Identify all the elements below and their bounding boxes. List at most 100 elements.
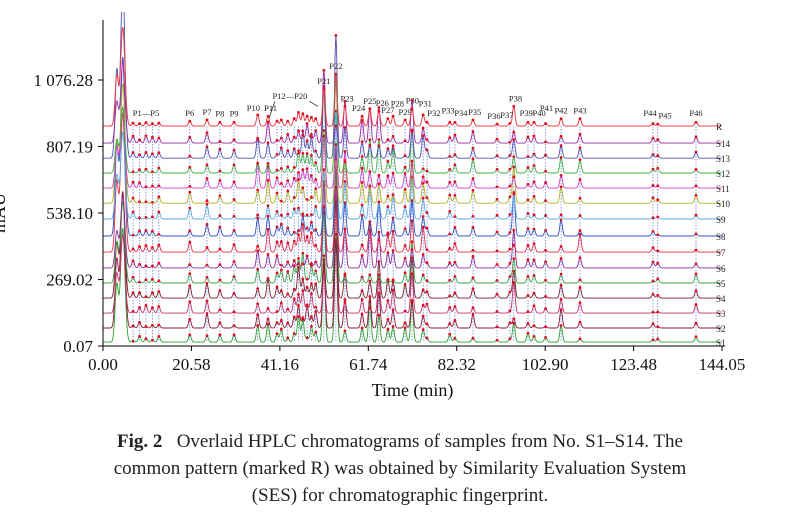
peak-marker-S1-P24 [360, 326, 364, 330]
peak-marker-S9-P36 [495, 213, 499, 217]
peak-marker-S6-P11 [266, 253, 270, 256]
peak-label: P36 [487, 111, 500, 121]
peak-marker-S3-P30 [410, 272, 414, 276]
peak-marker-S7-P22 [334, 185, 338, 189]
peak-marker-S4-P5 [157, 290, 161, 293]
peak-marker-S14-P27 [386, 138, 390, 142]
peak-marker-S2-P11 [266, 317, 270, 321]
series-line-S4 [103, 191, 722, 299]
x-axis-label: Time (min) [372, 380, 454, 401]
peak-marker-S5-P43 [578, 278, 582, 282]
peak-marker-S9-P27 [386, 205, 390, 209]
peak-marker-S9-P35 [471, 214, 475, 218]
peak-marker-S6-P17 [301, 262, 305, 266]
peak-marker-S2-P17 [301, 316, 305, 320]
peak-marker-R-P13 [279, 118, 283, 122]
peak-marker-S2-P36 [495, 325, 499, 329]
peak-marker-S2-P44 [651, 322, 655, 326]
peak-marker-S14-P9 [232, 138, 236, 142]
peak-marker-S8-P31 [421, 215, 425, 218]
peak-marker-S9-P18 [305, 213, 309, 217]
peak-marker-S11-P35 [471, 177, 475, 180]
peak-label: P30 [406, 95, 419, 105]
peak-marker-S5-P45 [656, 277, 660, 281]
peak-marker-S2-P27 [386, 317, 390, 321]
peak-marker-S12-P13 [279, 166, 283, 170]
peak-marker-S9-P22 [334, 109, 338, 113]
x-tick-label: 123.48 [610, 355, 657, 374]
peak-label: P28 [391, 98, 404, 108]
series-line-S2 [103, 192, 722, 329]
peak-marker-S7-P32 [425, 248, 429, 252]
peak-marker-S13-P16 [297, 151, 300, 155]
peak-marker-S5-P16 [297, 256, 300, 260]
peak-marker-S11-P33 [448, 180, 452, 184]
peak-marker-S3-P40 [532, 304, 536, 308]
peak-marker-S3-P39 [526, 310, 530, 314]
peak-marker-S2-P6 [188, 317, 192, 321]
peak-marker-S13-P18 [305, 139, 309, 143]
peak-marker-S14-P34 [453, 133, 457, 137]
peak-marker-S4-P45 [656, 293, 660, 297]
peak-marker-S12-P7 [205, 163, 209, 167]
peak-marker-S12-P20 [314, 161, 318, 165]
peak-marker-S9-P4 [151, 215, 154, 219]
peak-marker-S1-P23 [343, 329, 347, 333]
x-tick-label: 20.58 [172, 355, 210, 374]
peak-marker-S10-P20 [314, 187, 318, 190]
peak-marker-S7-P46 [694, 248, 698, 252]
peak-marker-R-P37 [508, 121, 512, 125]
peak-marker-S12-P15 [292, 166, 296, 169]
peak-marker-S3-P15 [292, 297, 296, 301]
x-tick-label: 102.90 [522, 355, 569, 374]
peak-marker-S9-P29 [403, 205, 407, 209]
peak-marker-S7-P10 [256, 244, 260, 248]
peak-marker-S8-P20 [314, 228, 318, 232]
peak-marker-S2-P37 [508, 321, 512, 325]
peak-marker-S2-P42 [559, 308, 563, 311]
peak-marker-S2-P3 [144, 325, 148, 328]
peak-marker-S10-P43 [578, 196, 582, 200]
peak-marker-S4-P8 [218, 289, 222, 293]
peak-marker-S9-P32 [425, 211, 429, 215]
peak-marker-S5-P4 [151, 277, 154, 281]
peak-marker-S1-P32 [425, 336, 429, 340]
peak-marker-S7-P41 [544, 249, 548, 252]
series-line-S3 [103, 195, 722, 314]
peak-marker-S3-P41 [544, 307, 548, 310]
peak-marker-S5-P34 [453, 274, 457, 278]
peak-marker-S12-P10 [256, 161, 260, 165]
peak-marker-R-P23 [343, 104, 347, 108]
peak-marker-S14-P40 [532, 134, 536, 138]
peak-marker-S13-P5 [157, 151, 161, 155]
peak-marker-S5-P18 [305, 277, 309, 281]
peak-marker-S10-P39 [526, 198, 530, 202]
series-line-S11 [103, 105, 722, 189]
peak-marker-S10-P37 [508, 195, 512, 199]
peak-label: P6 [185, 108, 194, 118]
peak-marker-S5-P44 [651, 279, 655, 283]
peak-marker-S13-P9 [232, 148, 236, 152]
peak-marker-S8-P12 [275, 225, 279, 229]
peak-marker-S9-P34 [453, 215, 457, 218]
peak-label: P43 [573, 106, 586, 116]
peak-marker-S12-P23 [343, 160, 347, 164]
peak-marker-S1-P29 [403, 326, 407, 330]
peak-marker-S9-P11 [266, 204, 270, 208]
peak-label: P12—P20 [272, 91, 307, 101]
peak-label-leader-p12-p20 [309, 101, 319, 107]
peak-marker-S11-P23 [343, 150, 347, 153]
peak-marker-S14-P33 [448, 136, 452, 140]
peak-marker-S5-P1 [131, 275, 135, 279]
peak-marker-S4-P43 [578, 285, 582, 289]
peak-marker-S10-P8 [218, 194, 222, 198]
peak-marker-S9-P13 [279, 213, 283, 217]
peak-marker-S1-P36 [495, 338, 499, 342]
peak-marker-S9-P38 [512, 192, 516, 196]
series-label-S7: S7 [716, 248, 726, 258]
peak-marker-S2-P12 [275, 321, 279, 324]
peak-marker-S10-P17 [301, 186, 305, 190]
peak-marker-S13-P37 [508, 154, 512, 157]
peak-marker-S9-P43 [578, 214, 582, 218]
peak-marker-S4-P39 [526, 294, 530, 297]
